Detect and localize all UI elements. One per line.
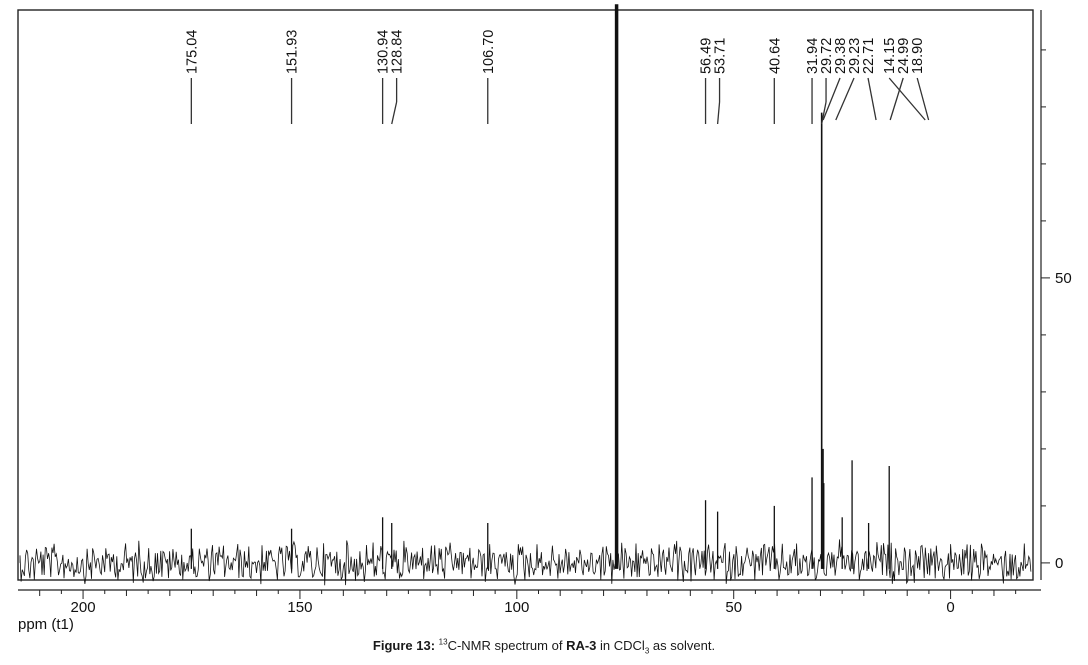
peak-label-leader-11 xyxy=(835,77,855,121)
peak-label-4: 106.70 xyxy=(481,30,497,74)
peak-label-5: 56.49 xyxy=(699,38,715,74)
noise-trace xyxy=(19,539,1032,586)
peak-label-3: 128.84 xyxy=(390,30,406,74)
peak-label-7: 40.64 xyxy=(767,38,783,74)
peak-label-1: 151.93 xyxy=(285,30,301,74)
peak-label-14: 24.99 xyxy=(896,38,912,74)
caption-text-1: C-NMR spectrum of xyxy=(447,638,563,653)
peak-label-2: 130.94 xyxy=(376,30,392,74)
peak-label-pointer-9 xyxy=(821,101,827,125)
caption-compound: RA-3 xyxy=(566,638,597,653)
peak-label-13: 14.15 xyxy=(882,38,898,74)
figure-caption: Figure 13: 13C-NMR spectrum of RA-3 in C… xyxy=(0,637,1088,656)
peak-label-leader-15 xyxy=(916,77,930,121)
x-tick-label: 200 xyxy=(71,599,96,616)
peak-label-leader-13 xyxy=(888,77,926,121)
peak-lines xyxy=(190,4,890,569)
x-tick-label: 100 xyxy=(504,599,529,616)
peak-label-leader-14 xyxy=(889,77,904,121)
peak-label-leader-12 xyxy=(867,77,877,121)
peak-label-8: 31.94 xyxy=(805,38,821,74)
peak-label-leader-10 xyxy=(822,77,841,121)
peak-label-11: 29.23 xyxy=(847,38,863,74)
peak-label-9: 29.72 xyxy=(819,38,835,74)
peak-label-15: 18.90 xyxy=(910,38,926,74)
x-axis: 200 150 100 50 0 xyxy=(18,589,1041,616)
peak-label-0: 175.04 xyxy=(184,30,200,74)
baseline-noise xyxy=(19,539,1032,586)
peak-label-pointer-6 xyxy=(716,101,721,125)
caption-figure-number: Figure 13: xyxy=(372,638,436,653)
x-tick-label: 150 xyxy=(287,599,312,616)
x-tick-label: 0 xyxy=(946,599,954,616)
x-tick-label: 50 xyxy=(725,599,742,616)
plot-frame xyxy=(17,9,1034,581)
caption-subscript: 3 xyxy=(644,646,650,656)
peak-label-12: 22.71 xyxy=(861,38,877,74)
caption-text-3: as solvent. xyxy=(652,638,716,653)
peak-label-pointer-3 xyxy=(391,101,398,125)
y-tick-label: 0 xyxy=(1055,555,1063,572)
x-axis-label: ppm (t1) xyxy=(18,616,74,633)
caption-isotope: 13 xyxy=(438,637,448,647)
peak-label-6: 53.71 xyxy=(713,38,729,74)
y-axis: 0 50 xyxy=(1040,10,1072,580)
peak-label-10: 29.38 xyxy=(833,38,849,74)
y-tick-label: 50 xyxy=(1055,270,1072,287)
caption-text-2: in CDCl xyxy=(600,638,645,653)
